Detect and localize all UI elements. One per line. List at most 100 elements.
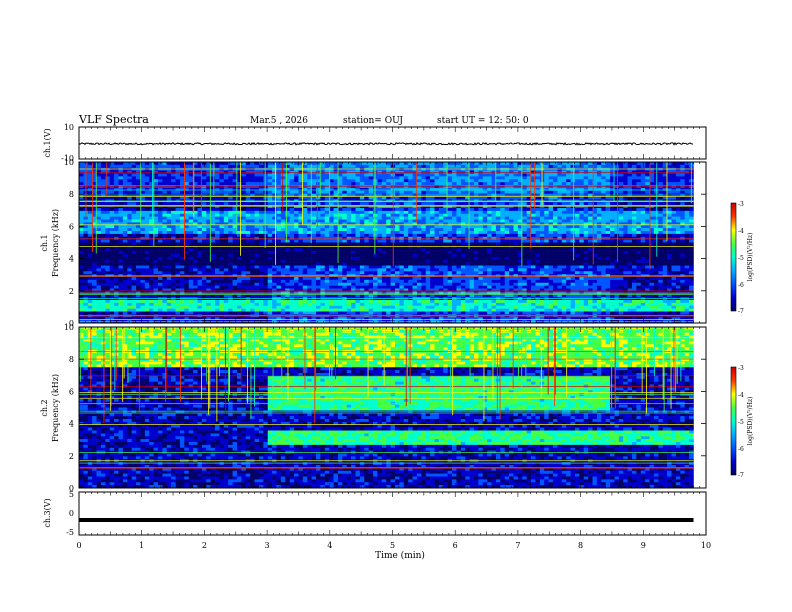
spectrogram-cell <box>250 282 255 286</box>
spectrogram-cell <box>311 254 317 258</box>
spectrogram-cell <box>329 256 334 261</box>
spectrogram-cell <box>250 277 255 281</box>
spectrogram-cell <box>79 219 84 223</box>
spectrogram-cell <box>298 210 304 215</box>
spectrogram-cell <box>351 282 356 286</box>
spectrogram-cell <box>263 277 269 281</box>
spectrogram-cell <box>232 285 238 289</box>
spectrogram-cell <box>87 311 93 315</box>
spectrogram-cell <box>100 187 106 192</box>
spectrogram-cell <box>403 228 409 232</box>
spectrogram-cell <box>241 308 247 312</box>
spectrogram-cell <box>399 317 405 321</box>
spectrogram-cell <box>289 294 295 298</box>
spectrogram-cell <box>368 262 374 266</box>
spectrogram-cell <box>285 225 290 229</box>
spectrogram-cell <box>87 282 93 286</box>
spectrogram-cell <box>109 277 115 281</box>
spectrogram-cell <box>465 268 470 272</box>
spectrogram-cell <box>193 265 198 269</box>
spectrogram-cell <box>329 187 334 192</box>
spectrogram-cell <box>329 305 334 309</box>
spectrogram-cell <box>197 259 203 263</box>
spectrogram-cell <box>359 254 365 258</box>
spectrogram-cell <box>337 251 343 255</box>
spectrogram-cell <box>96 242 102 246</box>
spectrogram-cell <box>193 231 198 235</box>
spectrogram-cell <box>377 179 383 183</box>
spectrogram-cell <box>351 176 356 180</box>
spectrogram-cell <box>100 265 106 269</box>
spectrogram-cell <box>399 213 405 217</box>
spectrogram-cell <box>337 219 343 223</box>
spectrogram-cell <box>267 256 273 261</box>
spectrogram-cell <box>118 245 124 249</box>
spectrogram-cell <box>456 294 462 298</box>
spectrogram-cell <box>324 248 330 252</box>
spectrogram-cell <box>122 282 128 286</box>
spectrogram-cell <box>364 242 369 246</box>
spectrogram-cell <box>258 308 264 312</box>
spectrogram-cell <box>100 242 106 246</box>
spectrogram-cell <box>127 202 132 206</box>
spectrogram-cell <box>79 236 84 240</box>
spectrogram-cell <box>122 187 128 192</box>
spectrogram-cell <box>434 222 440 226</box>
spectrogram-cell <box>206 162 211 166</box>
spectrogram-cell <box>79 305 84 309</box>
spectrogram-cell <box>289 282 295 286</box>
spectrogram-cell <box>166 288 172 292</box>
spectrogram-cell <box>206 164 211 169</box>
spectrogram-cell <box>153 216 159 220</box>
spectrogram-cell <box>364 164 369 169</box>
spectrogram-cell <box>272 202 277 206</box>
spectrogram-cell <box>298 228 304 232</box>
spectrogram-cell <box>144 285 150 289</box>
spectrogram-cell <box>175 225 181 229</box>
spectrogram-cell <box>421 251 427 255</box>
spectrogram-cell <box>140 251 146 255</box>
spectrogram-cell <box>83 256 89 261</box>
spectrogram-cell <box>140 205 146 209</box>
spectrogram-cell <box>206 271 211 275</box>
spectrogram-cell <box>166 190 172 194</box>
spectrogram-cell <box>351 162 356 166</box>
spectrogram-cell <box>395 305 400 309</box>
spectrogram-cell <box>412 271 418 275</box>
spectrogram-cell <box>258 311 264 315</box>
spectrogram-cell <box>127 173 132 177</box>
spectrogram-cell <box>395 262 400 266</box>
spectrogram-cell <box>136 176 141 180</box>
spectrogram-cell <box>127 262 132 266</box>
spectrogram-cell <box>83 308 89 312</box>
spectrogram-cell <box>193 190 198 194</box>
spectrogram-cell <box>122 271 128 275</box>
spectrogram-cell <box>210 288 216 292</box>
spectrogram-cell <box>96 208 102 212</box>
spectrogram-cell <box>311 196 317 200</box>
spectrogram-cell <box>83 302 89 307</box>
spectrogram-cell <box>324 265 330 269</box>
spectrogram-cell <box>359 305 365 309</box>
spectrogram-cell <box>456 256 462 261</box>
spectrogram-cell <box>381 216 387 220</box>
spectrogram-cell <box>87 173 93 177</box>
spectrogram-cell <box>272 294 277 298</box>
spectrogram-cell <box>228 222 233 226</box>
spectrogram-cell <box>144 268 150 272</box>
spectrogram-cell <box>162 236 168 240</box>
spectrogram-cell <box>241 196 247 200</box>
spectrogram-cell <box>337 176 343 180</box>
spectrogram-cell <box>149 216 154 220</box>
spectrogram-cell <box>333 245 339 249</box>
spectrogram-cell <box>342 268 348 272</box>
spectrogram-cell <box>395 236 400 240</box>
spectrogram-cell <box>342 187 348 192</box>
spectrogram-cell <box>136 208 141 212</box>
spectrogram-cell <box>285 231 290 235</box>
spectrogram-cell <box>280 305 286 309</box>
spectrogram-cell <box>447 245 453 249</box>
spectrogram-cell <box>324 311 330 315</box>
spectrogram-cell <box>136 245 141 249</box>
spectrogram-cell <box>96 190 102 194</box>
